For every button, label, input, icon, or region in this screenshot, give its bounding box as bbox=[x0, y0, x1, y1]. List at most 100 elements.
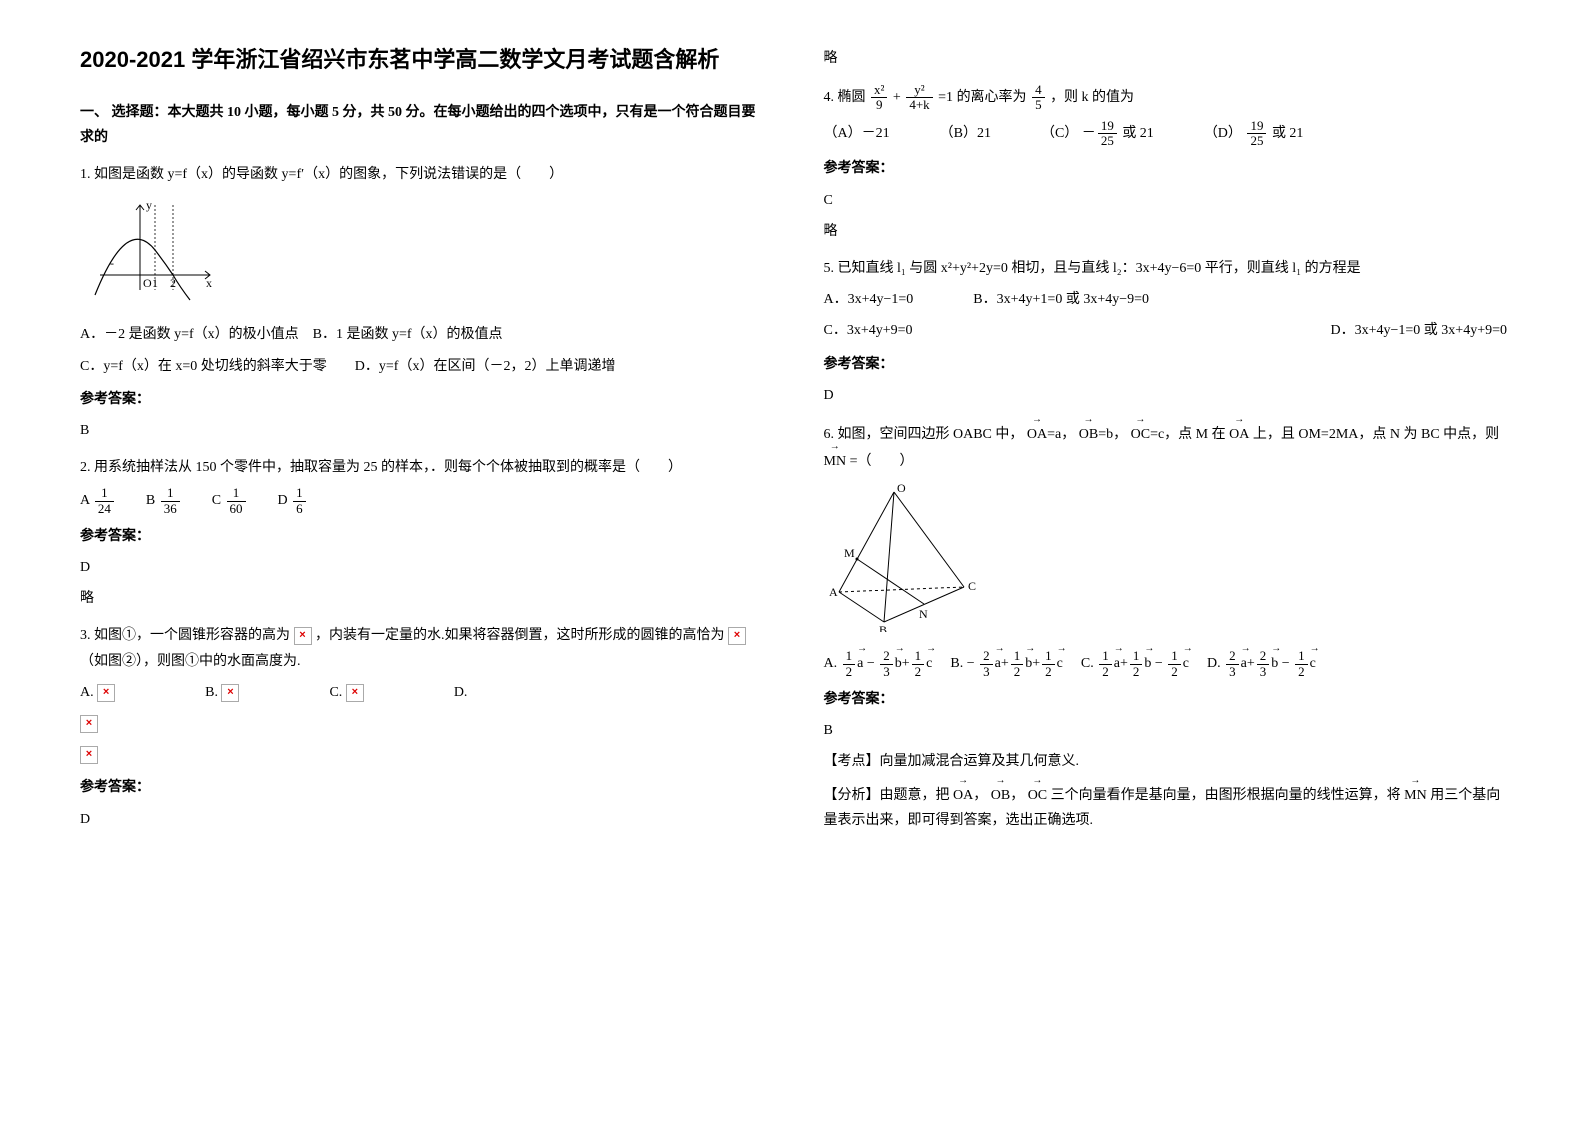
svg-text:M: M bbox=[844, 546, 855, 560]
sign: + bbox=[1120, 656, 1128, 671]
q3-t1: 3. 如图①，一个圆锥形容器的高为 bbox=[80, 628, 294, 643]
broken-image-icon: × bbox=[221, 684, 239, 702]
q2-text: 2. 用系统抽样法从 150 个零件中，抽取容量为 25 的样本，．则每个个体被… bbox=[80, 455, 764, 480]
analysis-d: 三个向量看作是基向量，由图形根据向量的线性运算，将 bbox=[1051, 788, 1405, 803]
frac-den: 2 bbox=[1011, 665, 1024, 679]
broken-image-icon: × bbox=[346, 684, 364, 702]
frac-num: x² bbox=[871, 83, 887, 98]
frac-den: 5 bbox=[1032, 98, 1045, 112]
frac-den: 36 bbox=[161, 502, 180, 516]
q6-opt-a: A. 12a − 23b+12c bbox=[824, 649, 933, 679]
q6-ans: B bbox=[824, 718, 1508, 743]
frac-num: 1 bbox=[293, 486, 306, 501]
q3-opt-c: C. × bbox=[329, 680, 363, 705]
frac-num: 2 bbox=[880, 649, 893, 664]
opt-label: A. bbox=[80, 685, 97, 700]
frac-den: 3 bbox=[1226, 665, 1239, 679]
svg-text:C: C bbox=[968, 579, 976, 593]
q5-ans-label: 参考答案： bbox=[824, 352, 1508, 377]
q4-opt-b: （B）21 bbox=[940, 121, 991, 146]
frac-den: 9 bbox=[871, 98, 887, 112]
q2-brief: 略 bbox=[80, 586, 764, 611]
frac-num: 1 bbox=[1295, 649, 1308, 664]
opt-label: C bbox=[212, 493, 221, 508]
q4-text: 4. 椭圆 x²9 + y²4+k =1 的离心率为 45 ，则 k 的值为 bbox=[824, 83, 1508, 113]
frac-den: 25 bbox=[1098, 134, 1117, 148]
eq-rhs: =1 bbox=[938, 90, 953, 105]
frac-den: 2 bbox=[1168, 665, 1181, 679]
q5-opt-a: A．3x+4y−1=0 bbox=[824, 287, 914, 312]
eq-c: =c，点 M 在 bbox=[1150, 427, 1229, 442]
frac-den: 25 bbox=[1247, 134, 1266, 148]
broken-image-icon: × bbox=[728, 627, 746, 645]
opt-label: C. bbox=[1081, 656, 1097, 671]
frac-den: 4+k bbox=[906, 98, 932, 112]
frac-den: 2 bbox=[912, 665, 925, 679]
vec: a bbox=[995, 649, 1001, 676]
frac-den: 3 bbox=[1257, 665, 1270, 679]
q3-t3: （如图②），则图①中的水面高度为. bbox=[80, 654, 301, 669]
vec-mn: MN bbox=[1404, 781, 1427, 808]
frac-num: 1 bbox=[1099, 649, 1112, 664]
frac-num: 2 bbox=[1257, 649, 1270, 664]
sign: − bbox=[863, 656, 878, 671]
opt-label: D bbox=[278, 493, 288, 508]
vec: b bbox=[1271, 649, 1278, 676]
frac-num: 1 bbox=[227, 486, 246, 501]
q6-text: 6. 如图，空间四边形 OABC 中， OA=a， OB=b， OC=c，点 M… bbox=[824, 420, 1508, 474]
q2-opts: A 124 B 136 C 160 D 16 bbox=[80, 486, 764, 516]
q3-extra-img1: × bbox=[80, 711, 764, 736]
q4-ans: C bbox=[824, 188, 1508, 213]
doc-title: 2020-2021 学年浙江省绍兴市东茗中学高二数学文月考试题含解析 bbox=[80, 40, 764, 80]
q6-opt-d: D. 23a+23b − 12c bbox=[1207, 649, 1316, 679]
vec-oa: OA bbox=[953, 781, 973, 808]
q1-opt-ab: A．－2 是函数 y=f（x）的极小值点 B．1 是函数 y=f（x）的极值点 bbox=[80, 322, 764, 347]
q6-figure: O A B C M N bbox=[824, 482, 1508, 641]
q3-ans-label: 参考答案： bbox=[80, 775, 764, 800]
vec: a bbox=[1241, 649, 1247, 676]
vec-oc: OC bbox=[1028, 781, 1047, 808]
q3-t2: ，内装有一定量的水.如果将容器倒置，这时所形成的圆锥的高恰为 bbox=[315, 628, 728, 643]
vec: a bbox=[1114, 649, 1120, 676]
opt-label: （D） bbox=[1204, 126, 1246, 141]
opt-label: （C） － bbox=[1041, 126, 1096, 141]
svg-text:y: y bbox=[146, 198, 152, 212]
vec-mn: MN bbox=[824, 447, 847, 474]
q4-t1: 4. 椭圆 bbox=[824, 90, 870, 105]
frac-den: 60 bbox=[227, 502, 246, 516]
vec: b bbox=[1144, 649, 1151, 676]
frac-den: 3 bbox=[880, 665, 893, 679]
frac-den: 6 bbox=[293, 502, 306, 516]
q4-opt-c: （C） －1925 或 21 bbox=[1041, 119, 1154, 149]
vec-ob: OB bbox=[1079, 420, 1098, 447]
frac-num: 1 bbox=[1011, 649, 1024, 664]
q1-ans-label: 参考答案： bbox=[80, 387, 764, 412]
frac-den: 2 bbox=[1130, 665, 1143, 679]
opt-tail: 或 21 bbox=[1268, 126, 1303, 141]
frac-num: 1 bbox=[1168, 649, 1181, 664]
q2-ans: D bbox=[80, 555, 764, 580]
vec-ob: OB bbox=[991, 781, 1010, 808]
vec: c bbox=[1183, 649, 1189, 676]
q4-ans-label: 参考答案： bbox=[824, 156, 1508, 181]
q3-extra-img2: × bbox=[80, 742, 764, 767]
frac-num: 1 bbox=[1042, 649, 1055, 664]
frac-num: 1 bbox=[843, 649, 856, 664]
sign: − bbox=[1151, 656, 1166, 671]
vec: c bbox=[1310, 649, 1316, 676]
frac-den: 2 bbox=[1099, 665, 1112, 679]
svg-text:N: N bbox=[919, 607, 928, 621]
opt-label: A bbox=[80, 493, 89, 508]
q6-opts: A. 12a − 23b+12c B. − 23a+12b+12c C. 12a… bbox=[824, 649, 1508, 679]
left-column: 2020-2021 学年浙江省绍兴市东茗中学高二数学文月考试题含解析 一、 选择… bbox=[80, 40, 764, 839]
frac-den: 24 bbox=[95, 502, 114, 516]
frac-num: 2 bbox=[980, 649, 993, 664]
q2-opt-d: D 16 bbox=[278, 486, 308, 516]
frac-num: 1 bbox=[161, 486, 180, 501]
frac-num: 4 bbox=[1032, 83, 1045, 98]
analysis-c: ， bbox=[1010, 788, 1024, 803]
vec-oc: OC bbox=[1131, 420, 1150, 447]
analysis-b: ， bbox=[973, 788, 987, 803]
q3-brief: 略 bbox=[824, 46, 1508, 71]
frac-num: y² bbox=[906, 83, 932, 98]
